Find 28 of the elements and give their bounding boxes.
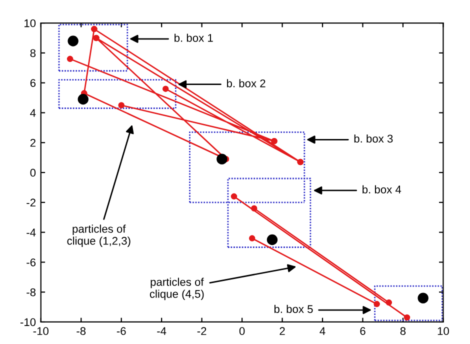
x-tick-label: 10: [438, 327, 449, 336]
annotation: b. box 4: [362, 185, 402, 194]
y-tick-label: 6: [30, 79, 36, 87]
y-tick-label: 4: [30, 109, 36, 117]
y-tick-label: -6: [26, 258, 36, 266]
annotation: b. box 3: [354, 134, 393, 143]
y-tick-label: -4: [26, 228, 36, 236]
x-tick-label: 6: [360, 327, 366, 336]
x-tick-label: 4: [320, 327, 326, 335]
x-tick-label: 8: [400, 327, 406, 336]
x-tick-label: -6: [116, 327, 126, 336]
y-tick-label: 10: [24, 19, 36, 28]
annotation: b. box 5: [274, 304, 313, 314]
annotation: particles of clique (4,5): [150, 278, 204, 300]
x-tick-label: -4: [157, 327, 166, 335]
annotation: particles of clique (1,2,3): [67, 224, 130, 247]
x-tick-label: 0: [239, 327, 245, 336]
x-tick-label: 2: [280, 327, 285, 335]
y-tick-label: 8: [30, 49, 36, 58]
x-tick-label: -8: [76, 327, 86, 336]
y-tick-label: -10: [20, 318, 36, 326]
annotation: b. box 2: [227, 79, 266, 88]
annotation: b. box 1: [174, 34, 213, 42]
y-tick-label: -8: [26, 288, 36, 296]
y-tick-label: 0: [30, 168, 36, 177]
y-tick-label: -2: [26, 198, 36, 206]
y-tick-label: 2: [30, 138, 36, 147]
x-tick-label: -2: [197, 327, 206, 335]
